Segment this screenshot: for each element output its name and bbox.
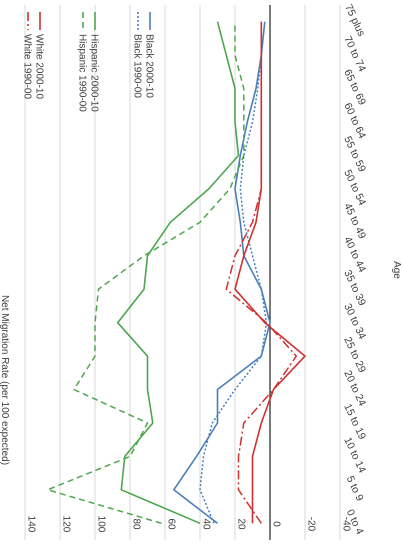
value-tick-label: 0 xyxy=(271,521,282,527)
category-tick-label: 25 to 29 xyxy=(341,335,368,375)
legend-label: White 2000-10 xyxy=(34,34,45,99)
category-tick-label: 45 to 49 xyxy=(341,201,368,241)
value-tick-label: -20 xyxy=(306,517,317,532)
legend-label: Hispanic 2000-10 xyxy=(89,34,100,112)
category-tick-label: 55 to 59 xyxy=(341,134,368,174)
y-axis-title: Net Migration Rate (per 100 expected) xyxy=(0,295,10,465)
legend-label: White 1990-00 xyxy=(22,34,33,99)
series-lines xyxy=(47,21,306,525)
value-tick-labels: -40 -20 0 20 40 60 80 100 120 140 xyxy=(26,516,352,533)
value-tick-label: -40 xyxy=(341,517,352,532)
category-tick-label: 30 to 34 xyxy=(341,302,368,342)
category-tick-label: 75 plus xyxy=(342,3,367,39)
category-tick-label: 50 to 54 xyxy=(341,168,368,208)
category-tick-label: 70 to 74 xyxy=(341,34,368,74)
series-line xyxy=(225,21,298,524)
value-tick-label: 100 xyxy=(96,516,107,533)
category-tick-label: 5 to 9 xyxy=(344,474,366,503)
category-tick-label: 65 to 69 xyxy=(341,68,368,108)
value-tick-label: 40 xyxy=(201,518,212,530)
category-tick-label: 60 to 64 xyxy=(341,101,368,141)
series-line xyxy=(199,21,268,524)
value-tick-label: 140 xyxy=(26,516,37,533)
series-line xyxy=(116,21,240,525)
series-line xyxy=(47,21,245,525)
value-tick-label: 20 xyxy=(236,518,247,530)
category-tick-label: 40 to 44 xyxy=(341,235,368,275)
gridlines xyxy=(24,5,341,540)
legend-label: Black 1990-00 xyxy=(132,34,143,98)
value-tick-label: 60 xyxy=(166,518,177,530)
category-tick-label: 15 to 19 xyxy=(341,402,368,442)
value-tick-label: 120 xyxy=(61,516,72,533)
x-axis-title: Age xyxy=(391,261,402,279)
category-tick-label: 20 to 24 xyxy=(341,369,368,409)
category-tick-label: 10 to 14 xyxy=(341,435,368,475)
value-tick-label: 80 xyxy=(131,518,142,530)
category-tick-label: 35 to 39 xyxy=(341,268,368,308)
legend-label: Black 2000-10 xyxy=(144,34,155,98)
legend-label: Hispanic 1990-00 xyxy=(77,34,88,112)
series-line xyxy=(173,21,271,524)
